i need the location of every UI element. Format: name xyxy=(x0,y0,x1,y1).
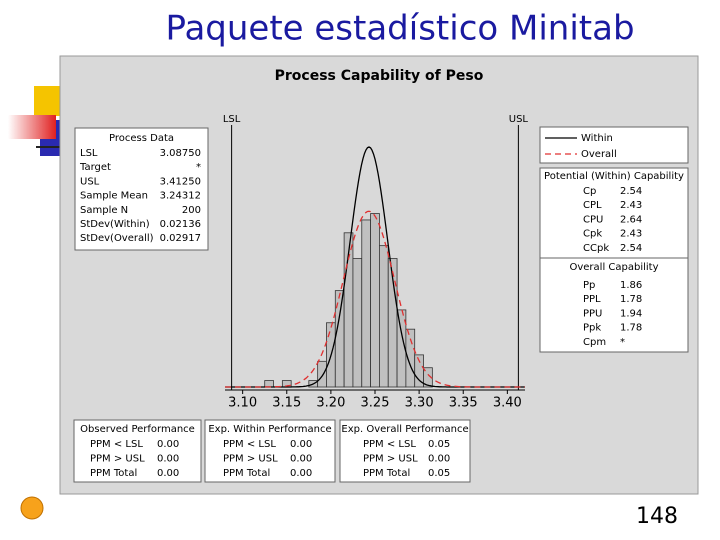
bar xyxy=(352,258,363,388)
table-box xyxy=(339,419,471,483)
row-value: 1.78 xyxy=(620,294,642,305)
row-value: 3.41250 xyxy=(160,176,201,187)
page-number: 148 xyxy=(636,504,678,529)
row-name: CCpk xyxy=(583,243,609,254)
row-name: CPU xyxy=(583,214,603,225)
row-value: 2.43 xyxy=(620,200,642,211)
decor-yellow xyxy=(34,86,62,116)
bar xyxy=(317,360,327,388)
row-name: PPM Total xyxy=(90,468,137,479)
row-name: PPM > USL xyxy=(90,454,145,465)
bar xyxy=(370,213,380,388)
legend-label: Overall xyxy=(581,149,617,160)
row-name: PPM < LSL xyxy=(363,439,416,450)
table-title: Exp. Overall Performance xyxy=(341,424,468,435)
row-value: 1.78 xyxy=(620,323,642,334)
row-value: 3.24312 xyxy=(160,191,201,202)
table-title: Observed Performance xyxy=(80,424,195,435)
row-value: 1.86 xyxy=(620,280,642,291)
row-name: PPM < LSL xyxy=(90,439,143,450)
row-name: Sample Mean xyxy=(80,191,148,202)
table-box xyxy=(539,257,689,353)
table-title: Exp. Within Performance xyxy=(208,424,331,435)
legend-box xyxy=(539,126,689,164)
row-name: Cpm xyxy=(583,337,606,348)
x-tick-label: 3.35 xyxy=(449,396,478,411)
row-value: 0.00 xyxy=(157,439,179,450)
bar xyxy=(361,219,371,388)
decor-red xyxy=(8,115,56,139)
table-box xyxy=(73,419,202,483)
row-name: USL xyxy=(80,176,100,187)
row-name: Sample N xyxy=(80,205,128,216)
table-box xyxy=(74,127,209,251)
row-value: 0.00 xyxy=(157,454,179,465)
row-value: 2.54 xyxy=(620,186,642,197)
row-value: 0.00 xyxy=(290,454,312,465)
x-tick-label: 3.40 xyxy=(493,396,522,411)
fit-curve xyxy=(225,210,525,388)
row-name: Cp xyxy=(583,186,596,197)
table-box xyxy=(204,419,336,483)
row-value: 0.02136 xyxy=(160,219,201,230)
row-name: PPM Total xyxy=(363,468,410,479)
row-value: * xyxy=(196,162,201,173)
row-name: PPM > USL xyxy=(223,454,278,465)
row-value: 0.02917 xyxy=(160,233,201,244)
spec-limit-label: USL xyxy=(509,114,529,125)
x-tick-label: 3.15 xyxy=(272,396,301,411)
row-value: 0.00 xyxy=(428,454,450,465)
row-value: 0.00 xyxy=(290,439,312,450)
row-name: StDev(Overall) xyxy=(80,233,154,244)
row-name: Target xyxy=(79,162,111,173)
legend-label: Within xyxy=(581,133,613,144)
slide-title: Paquete estadístico Minitab xyxy=(165,9,634,49)
row-name: StDev(Within) xyxy=(80,219,150,230)
bar xyxy=(379,245,389,388)
table-title: Overall Capability xyxy=(569,262,658,273)
table-title: Potential (Within) Capability xyxy=(544,171,684,182)
table-box xyxy=(539,167,689,259)
row-name: Ppk xyxy=(583,323,601,334)
bar xyxy=(264,380,274,388)
row-value: 2.43 xyxy=(620,229,642,240)
row-value: 0.05 xyxy=(428,468,450,479)
x-tick-label: 3.10 xyxy=(228,396,257,411)
bar xyxy=(423,367,433,388)
row-value: 3.08750 xyxy=(160,148,201,159)
row-value: 0.05 xyxy=(428,439,450,450)
row-value: 0.00 xyxy=(290,468,312,479)
table-title: Process Data xyxy=(109,133,174,144)
row-value: 2.64 xyxy=(620,214,642,225)
row-name: PPU xyxy=(583,308,602,319)
chart-title: Process Capability of Peso xyxy=(275,68,484,84)
row-value: 200 xyxy=(182,205,201,216)
x-tick-label: 3.30 xyxy=(405,396,434,411)
row-value: 2.54 xyxy=(620,243,642,254)
x-tick-label: 3.25 xyxy=(361,396,390,411)
row-name: CPL xyxy=(583,200,602,211)
decor-circle xyxy=(20,496,44,520)
row-name: Pp xyxy=(583,280,595,291)
x-tick-label: 3.20 xyxy=(316,396,345,411)
row-value: 1.94 xyxy=(620,308,642,319)
row-name: PPM Total xyxy=(223,468,270,479)
row-name: PPL xyxy=(583,294,601,305)
row-name: PPM > USL xyxy=(363,454,418,465)
row-value: * xyxy=(620,337,625,348)
row-name: LSL xyxy=(80,148,98,159)
row-name: Cpk xyxy=(583,229,602,240)
spec-limit-label: LSL xyxy=(223,114,241,125)
row-name: PPM < LSL xyxy=(223,439,276,450)
row-value: 0.00 xyxy=(157,468,179,479)
